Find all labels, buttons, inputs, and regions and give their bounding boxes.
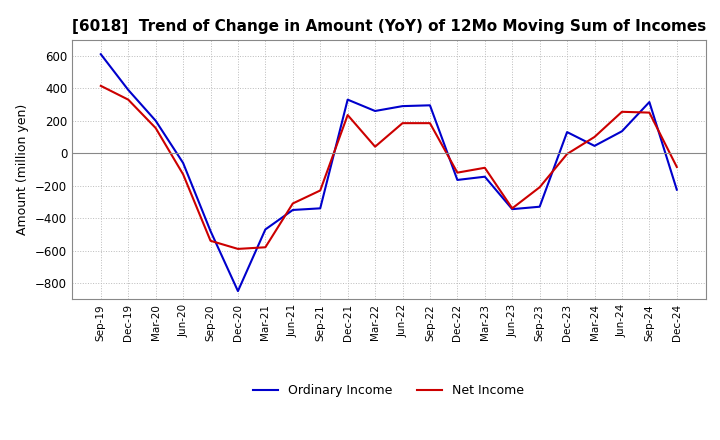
Net Income bbox=[645, 110, 654, 115]
Ordinary Income bbox=[261, 227, 270, 232]
Line: Ordinary Income: Ordinary Income bbox=[101, 54, 677, 291]
Ordinary Income bbox=[453, 177, 462, 183]
Net Income bbox=[343, 112, 352, 117]
Net Income bbox=[289, 201, 297, 206]
Net Income bbox=[151, 125, 160, 131]
Ordinary Income bbox=[590, 143, 599, 149]
Ordinary Income bbox=[316, 205, 325, 211]
Ordinary Income bbox=[563, 129, 572, 135]
Ordinary Income bbox=[343, 97, 352, 102]
Net Income bbox=[179, 172, 187, 177]
Ordinary Income bbox=[480, 174, 489, 180]
Ordinary Income bbox=[536, 204, 544, 209]
Ordinary Income bbox=[124, 87, 132, 92]
Legend: Ordinary Income, Net Income: Ordinary Income, Net Income bbox=[248, 379, 529, 402]
Ordinary Income bbox=[618, 128, 626, 134]
Net Income bbox=[233, 246, 242, 252]
Line: Net Income: Net Income bbox=[101, 86, 677, 249]
Ordinary Income bbox=[398, 103, 407, 109]
Ordinary Income bbox=[371, 108, 379, 114]
Net Income bbox=[426, 121, 434, 126]
Ordinary Income bbox=[151, 118, 160, 123]
Ordinary Income bbox=[672, 187, 681, 192]
Net Income bbox=[590, 134, 599, 139]
Net Income bbox=[508, 205, 516, 211]
Net Income bbox=[398, 121, 407, 126]
Net Income bbox=[453, 170, 462, 175]
Title: [6018]  Trend of Change in Amount (YoY) of 12Mo Moving Sum of Incomes: [6018] Trend of Change in Amount (YoY) o… bbox=[72, 19, 706, 34]
Net Income bbox=[618, 109, 626, 114]
Net Income bbox=[316, 188, 325, 193]
Net Income bbox=[563, 151, 572, 157]
Ordinary Income bbox=[179, 160, 187, 165]
Net Income bbox=[536, 185, 544, 190]
Ordinary Income bbox=[426, 103, 434, 108]
Ordinary Income bbox=[206, 228, 215, 234]
Net Income bbox=[371, 144, 379, 149]
Ordinary Income bbox=[645, 99, 654, 105]
Net Income bbox=[261, 245, 270, 250]
Ordinary Income bbox=[96, 51, 105, 57]
Ordinary Income bbox=[233, 289, 242, 294]
Ordinary Income bbox=[289, 207, 297, 213]
Net Income bbox=[96, 83, 105, 88]
Net Income bbox=[206, 238, 215, 243]
Ordinary Income bbox=[508, 206, 516, 212]
Net Income bbox=[480, 165, 489, 170]
Y-axis label: Amount (million yen): Amount (million yen) bbox=[17, 104, 30, 235]
Net Income bbox=[124, 97, 132, 102]
Net Income bbox=[672, 164, 681, 169]
